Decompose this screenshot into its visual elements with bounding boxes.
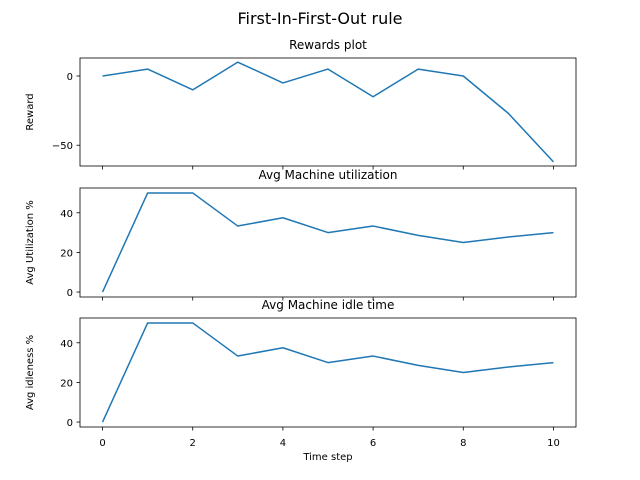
y-tick-label: 0 — [67, 418, 73, 429]
subplot-1: 0 −50 Rewards plot Reward — [25, 38, 577, 170]
series-line-1 — [101, 322, 554, 423]
y-tick-label: −50 — [52, 141, 73, 152]
series-line-1 — [102, 61, 554, 163]
y-tick-label: 40 — [60, 209, 73, 220]
axes-frame — [79, 317, 577, 428]
subplot-3: 0 20 40 0 2 4 6 8 10 Avg Machine idle time Avg idl… — [25, 298, 577, 463]
figure-suptitle: First-In-First-Out rule — [237, 9, 402, 28]
axes-frame — [79, 187, 577, 298]
series-line-1 — [101, 192, 554, 293]
y-axis-label: Avg Utilization % — [25, 200, 36, 285]
y-tick-label: 40 — [60, 339, 73, 350]
x-tick-label: 4 — [280, 438, 286, 449]
y-tick-label: 20 — [60, 248, 73, 259]
y-tick-label: 20 — [60, 378, 73, 389]
x-axis-label: Time step — [302, 452, 352, 463]
x-tick-label: 8 — [460, 438, 466, 449]
subplot-2: 0 20 40 Avg Machine utilization Avg Utilizat… — [25, 168, 577, 301]
x-tick-label: 2 — [190, 438, 196, 449]
subplot-title: Avg Machine utilization — [258, 168, 397, 182]
y-tick-label: 0 — [67, 72, 73, 83]
axes-frame — [79, 57, 577, 167]
y-axis-label: Avg idleness % — [25, 335, 36, 410]
y-tick-label: 0 — [67, 288, 73, 299]
y-axis-label: Reward — [25, 93, 36, 130]
subplot-title: Avg Machine idle time — [262, 298, 395, 312]
x-tick-label: 10 — [547, 438, 560, 449]
x-tick-label: 6 — [370, 438, 376, 449]
subplot-title: Rewards plot — [289, 38, 367, 52]
x-tick-label: 0 — [99, 438, 105, 449]
